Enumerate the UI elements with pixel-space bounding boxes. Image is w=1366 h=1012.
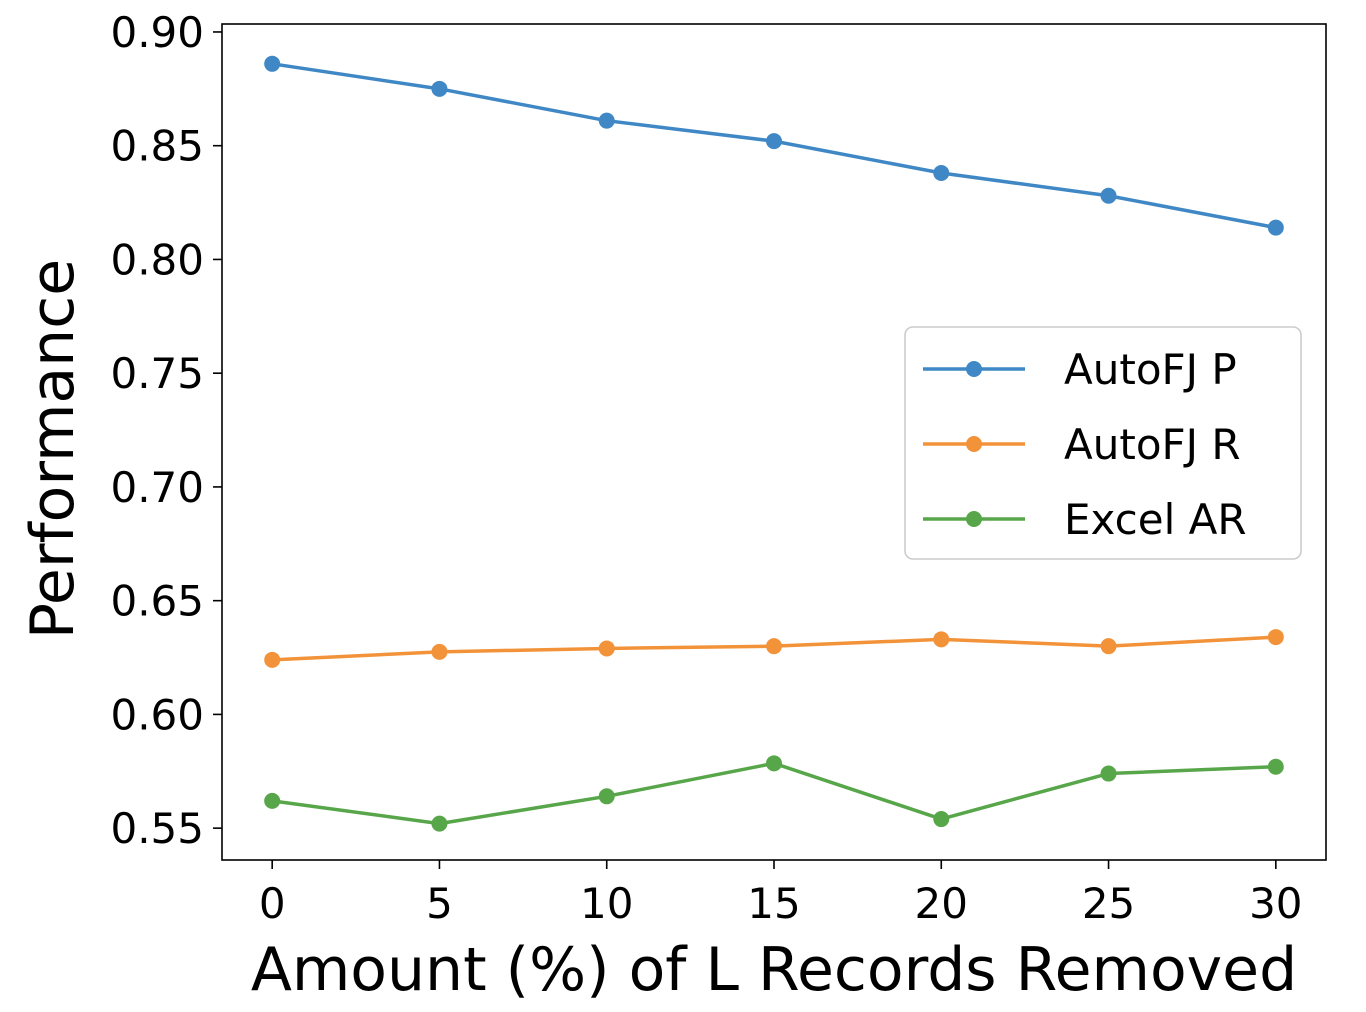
y-tick-label: 0.80	[110, 235, 204, 284]
data-point-autofj-p	[264, 55, 281, 72]
data-point-autofj-r	[1100, 638, 1117, 655]
data-point-autofj-r	[431, 643, 448, 660]
data-point-autofj-p	[1100, 187, 1117, 204]
y-axis: 0.55 0.60 0.65 0.70 0.75 0.80 0.85 0.90	[110, 8, 222, 853]
data-point-autofj-r	[264, 651, 281, 668]
x-tick-label: 0	[259, 879, 286, 928]
series-layer	[264, 55, 1284, 832]
data-point-excel-ar	[598, 788, 615, 805]
legend-marker-excel-ar	[966, 511, 982, 527]
data-point-autofj-r	[1267, 629, 1284, 646]
y-tick-label: 0.90	[110, 8, 204, 57]
data-point-autofj-p	[1267, 219, 1284, 236]
data-point-autofj-p	[933, 165, 950, 182]
y-tick-label: 0.75	[110, 349, 204, 398]
legend: AutoFJ P AutoFJ R Excel AR	[904, 326, 1302, 560]
data-point-autofj-r	[598, 640, 615, 657]
x-tick-label: 10	[580, 879, 633, 928]
x-axis-title: Amount (%) of L Records Removed	[251, 935, 1297, 1005]
y-tick-label: 0.55	[110, 804, 204, 853]
y-tick-label: 0.65	[110, 577, 204, 626]
x-tick-label: 15	[747, 879, 800, 928]
data-point-excel-ar	[264, 792, 281, 809]
legend-marker-autofj-p	[966, 361, 982, 377]
data-point-autofj-r	[933, 631, 950, 648]
series-line-excel-ar	[271, 761, 1276, 826]
data-point-excel-ar	[766, 755, 782, 772]
y-tick-label: 0.60	[110, 690, 204, 739]
x-axis: 0 5 10 15 20 25 30	[259, 860, 1303, 928]
data-point-autofj-p	[431, 80, 448, 97]
data-point-autofj-p	[598, 112, 615, 129]
data-point-excel-ar	[431, 815, 448, 832]
legend-label-autofj-p: AutoFJ P	[1064, 345, 1237, 394]
legend-label-autofj-r: AutoFJ R	[1064, 420, 1241, 469]
data-point-autofj-r	[766, 638, 782, 655]
x-tick-label: 20	[915, 879, 968, 928]
data-point-excel-ar	[1267, 758, 1284, 775]
x-tick-label: 5	[426, 879, 453, 928]
x-tick-label: 25	[1082, 879, 1135, 928]
y-axis-title: Performance	[18, 259, 88, 639]
legend-marker-autofj-r	[966, 436, 982, 452]
x-tick-label: 30	[1249, 879, 1302, 928]
legend-box	[904, 326, 1302, 560]
y-tick-label: 0.70	[110, 463, 204, 512]
data-point-excel-ar	[933, 811, 950, 828]
legend-label-excel-ar: Excel AR	[1064, 495, 1247, 544]
data-point-excel-ar	[1100, 765, 1117, 782]
y-tick-label: 0.85	[110, 122, 204, 171]
data-point-autofj-p	[766, 133, 782, 150]
